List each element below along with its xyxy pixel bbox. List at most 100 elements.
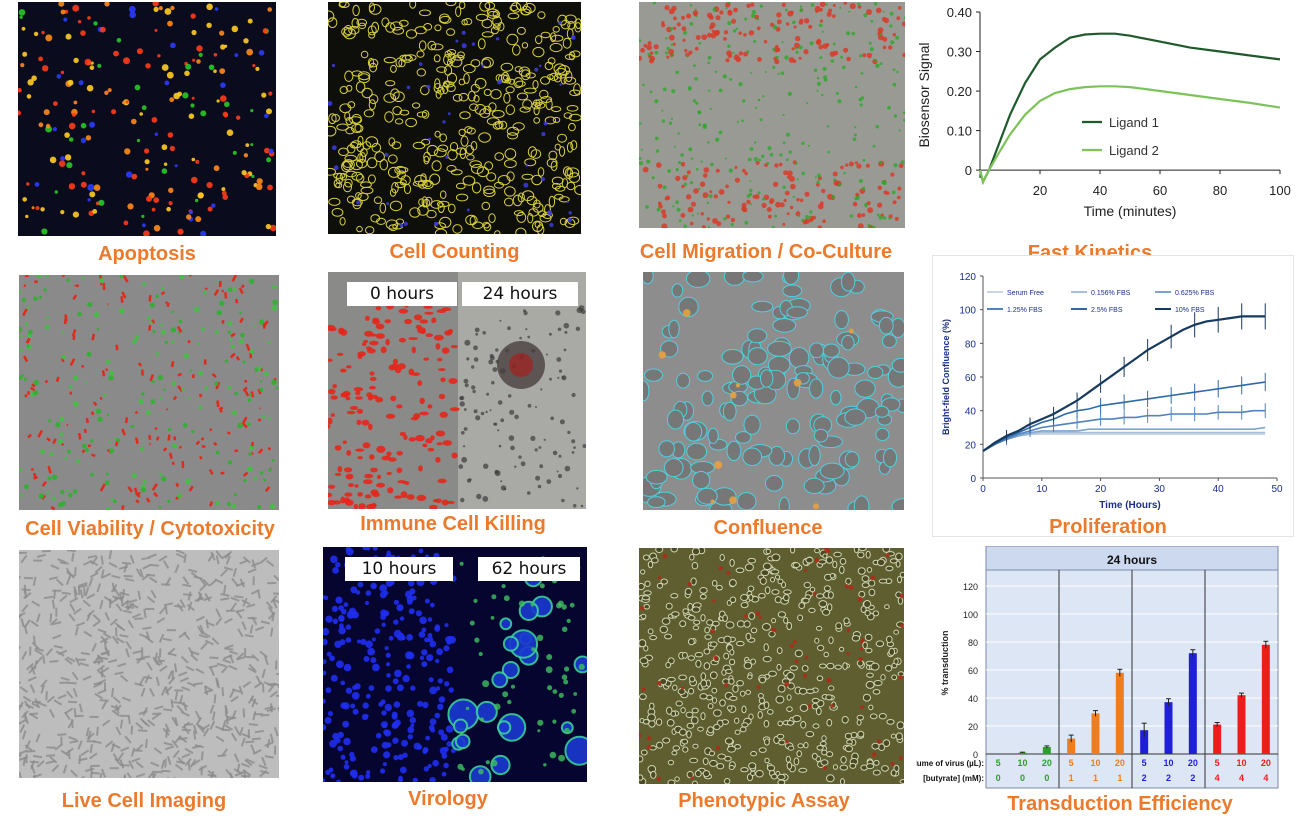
cell-outline <box>478 132 492 143</box>
cell <box>179 599 186 608</box>
cell-dot <box>185 63 192 70</box>
green-particle <box>549 751 557 759</box>
red-cell <box>676 22 681 27</box>
green-cell <box>694 77 698 81</box>
cell <box>811 697 820 704</box>
cell-dot <box>151 117 158 123</box>
green-cell <box>133 338 137 343</box>
cell <box>187 591 192 601</box>
red-cell <box>699 181 706 187</box>
nucleus <box>447 635 453 642</box>
red-cell <box>706 32 712 38</box>
cell <box>111 582 116 592</box>
cell <box>876 558 886 567</box>
green-cell <box>698 111 701 114</box>
nucleus <box>418 548 424 554</box>
cell-dot <box>136 138 141 143</box>
red-cell <box>662 213 667 219</box>
marker-dot <box>658 351 666 359</box>
cell <box>695 659 702 668</box>
cell <box>758 697 766 704</box>
red-cell <box>136 491 141 496</box>
red-cell <box>823 766 827 770</box>
target-cell <box>362 342 367 347</box>
green-cell <box>854 126 857 129</box>
debris <box>493 422 496 426</box>
green-cell <box>751 13 756 18</box>
red-cell <box>713 30 720 36</box>
cell <box>83 630 93 638</box>
cell-outline <box>328 197 341 206</box>
cell-outline <box>514 66 523 73</box>
nucleus <box>338 626 346 635</box>
cell-dot <box>174 164 178 168</box>
butyrate-label: 0 <box>1044 773 1049 783</box>
cell-dot <box>192 58 196 62</box>
red-cell <box>733 7 738 13</box>
nucleus <box>374 628 381 634</box>
cell-outline <box>544 116 557 125</box>
cell-dot <box>255 183 263 191</box>
nucleus <box>382 762 387 767</box>
cell-outline <box>418 40 427 51</box>
cell <box>814 548 820 554</box>
cell-dot <box>80 181 87 188</box>
cell <box>803 742 809 749</box>
red-cell <box>31 383 36 388</box>
cell <box>858 548 867 552</box>
cell-dot <box>80 137 87 144</box>
cell <box>109 598 118 605</box>
red-cell <box>890 172 895 177</box>
red-cell <box>702 192 709 199</box>
cell-dot <box>250 143 254 147</box>
cell <box>167 652 177 657</box>
green-cell <box>179 275 185 280</box>
red-cell <box>875 7 882 14</box>
cell-outline <box>891 498 904 510</box>
cell-dot <box>268 148 274 154</box>
debris <box>556 470 559 473</box>
y-tick-label: 0.10 <box>947 124 972 139</box>
red-cell <box>748 30 755 36</box>
cell <box>119 719 124 729</box>
red-cell <box>897 195 901 200</box>
cell <box>147 772 154 778</box>
cell <box>748 713 754 720</box>
green-cell <box>724 157 727 160</box>
nucleus-dot <box>461 43 467 49</box>
cell <box>120 591 130 597</box>
nucleus-dot <box>523 182 529 188</box>
cell <box>247 667 257 674</box>
red-cell <box>902 53 905 57</box>
cell-outline <box>339 103 352 114</box>
red-cell <box>213 289 220 297</box>
debris <box>535 406 537 408</box>
cell <box>736 640 745 647</box>
nucleus <box>386 550 391 555</box>
green-cell <box>272 299 278 305</box>
cell <box>827 591 834 599</box>
green-particle <box>546 654 553 660</box>
green-cell <box>870 19 874 23</box>
cell <box>121 696 131 702</box>
red-cell <box>681 15 686 20</box>
bar <box>1261 644 1270 754</box>
cell <box>266 559 275 567</box>
green-cell <box>160 323 164 327</box>
green-cell <box>45 275 49 278</box>
cell-dot <box>196 45 203 52</box>
cell-dot <box>63 17 68 22</box>
cell <box>71 671 79 681</box>
cell <box>851 635 861 642</box>
bar <box>1237 695 1246 754</box>
target-cell <box>375 306 382 311</box>
cell <box>264 741 274 747</box>
green-cell <box>798 45 803 50</box>
cell <box>144 674 151 684</box>
target-cell <box>433 334 444 341</box>
cell <box>162 560 170 569</box>
cell-outline <box>439 133 447 143</box>
target-cell <box>355 448 365 452</box>
debris <box>482 331 486 335</box>
green-cell <box>781 41 784 44</box>
